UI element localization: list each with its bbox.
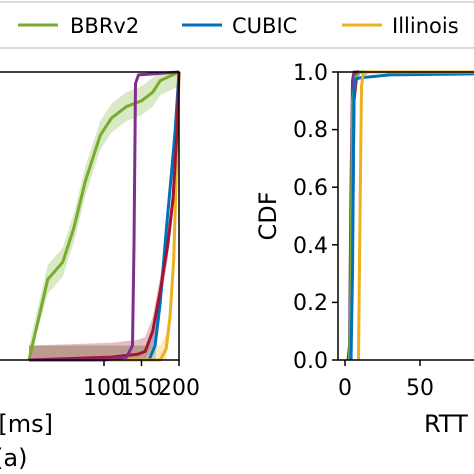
right-ticks [332,71,421,366]
left-plot-frame [0,71,180,361]
left-plot: 100 150 200 RTT [ms] (a) [0,70,200,472]
right-series-line-unlabeled-0 [346,70,474,361]
legend-label-bbrv2: BBRv2 [70,14,139,38]
right-plot: 0.0 0.2 0.4 0.6 0.8 1.0 0 50 CDF RTT [254,61,474,438]
right-x-axis-title: RTT [424,410,468,438]
right-series-line-cubic [349,72,474,361]
legend: BBRv2 CUBIC Illinois [0,1,474,49]
left-x-tick-label-150: 150 [120,376,162,401]
left-series-line-bbrv2 [27,70,180,361]
left-x-ticks [103,360,180,366]
left-x-tick-label-100: 100 [83,376,125,401]
legend-frame [0,1,474,49]
left-x-axis-title: RTT [ms] [0,410,53,438]
right-x-tick-label-50: 50 [406,376,434,401]
right-plot-frame [337,71,474,361]
left-x-tick-label-200: 200 [158,376,200,401]
right-y-tick-label-1.0: 1.0 [293,61,328,86]
left-series-line-unlabeled-3 [28,71,181,362]
right-y-tick-label-0.0: 0.0 [293,349,328,374]
right-y-axis-title: CDF [254,191,282,240]
right-y-tick-label-0.2: 0.2 [293,291,328,316]
right-y-tick-label-0.8: 0.8 [293,118,328,143]
legend-label-cubic: CUBIC [232,14,297,38]
right-y-tick-label-0.6: 0.6 [293,176,328,201]
right-series-line-unlabeled-1 [348,70,474,361]
right-series-line-illinois [357,70,474,361]
right-series-line-bbrv2 [348,70,474,361]
right-y-tick-label-0.4: 0.4 [293,234,328,259]
right-x-tick-label-0: 0 [338,376,352,401]
left-series-lines [27,70,181,362]
right-series-lines [346,70,474,361]
legend-label-illinois: Illinois [392,14,459,38]
caption-label: (a) [0,444,27,472]
